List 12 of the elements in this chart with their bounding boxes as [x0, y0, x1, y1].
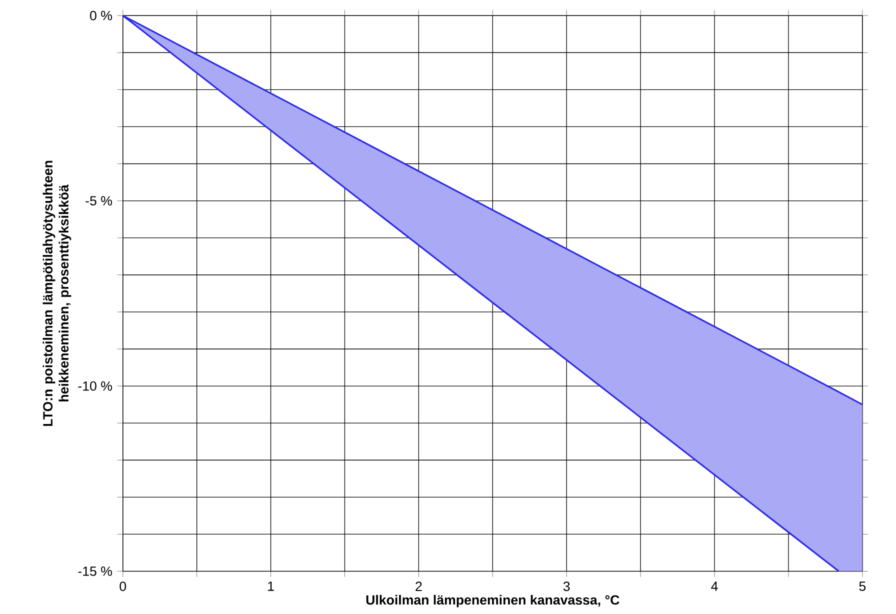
- x-tick-label: 3: [563, 582, 570, 591]
- y-tick-label: -5 %: [86, 196, 112, 206]
- x-tick-label: 0: [120, 582, 126, 591]
- x-axis-title: Ulkoilman lämpeneminen kanavassa, °C: [366, 594, 620, 608]
- y-axis-title: LTO:n poistoilman lämpötilahyötysuhteen heikkeneminen, prosenttiyksikköä: [42, 160, 72, 426]
- x-tick-label: 1: [268, 582, 274, 591]
- y-tick-label: -15 %: [78, 566, 112, 576]
- x-tick-label: 5: [859, 582, 866, 591]
- x-tick-label: 4: [711, 582, 718, 591]
- y-tick-label: -10 %: [78, 381, 112, 391]
- x-tick-label: 2: [416, 582, 422, 591]
- y-tick-label: 0 %: [90, 10, 112, 20]
